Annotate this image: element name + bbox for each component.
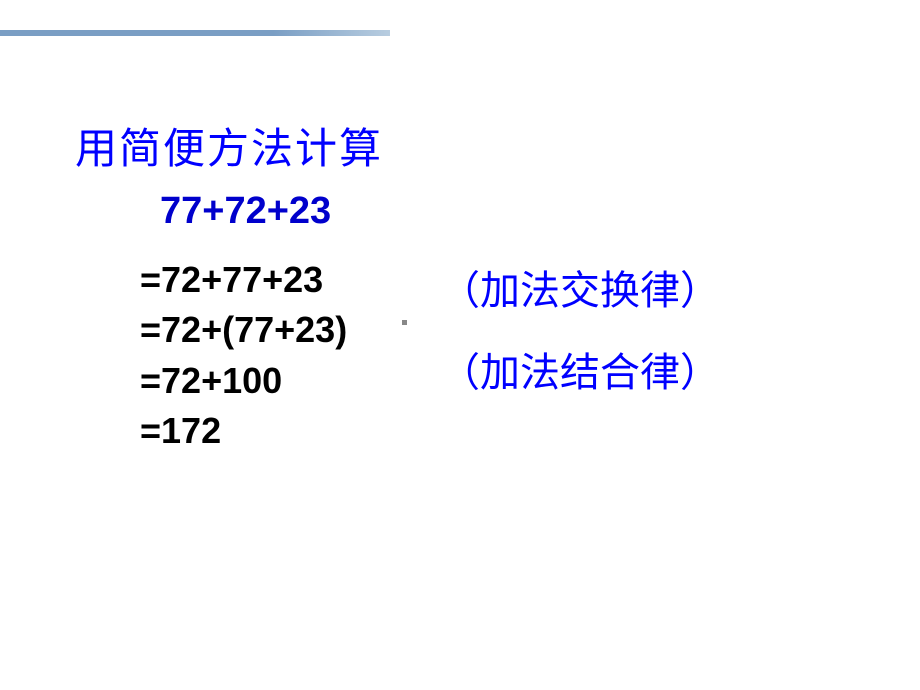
associative-law-label: （加法结合律） xyxy=(440,340,720,398)
decorative-dot xyxy=(402,320,407,325)
step-2: =72+(77+23) xyxy=(140,305,347,355)
math-expression: 77+72+23 xyxy=(160,190,331,233)
step-4: =172 xyxy=(140,406,347,456)
page-title: 用简便方法计算 xyxy=(75,115,383,176)
step-1: =72+77+23 xyxy=(140,255,347,305)
calculation-steps: =72+77+23 =72+(77+23) =72+100 =172 xyxy=(140,255,347,457)
step-3: =72+100 xyxy=(140,356,347,406)
decorative-top-border xyxy=(0,30,390,36)
commutative-law-label: （加法交换律） xyxy=(440,258,720,316)
